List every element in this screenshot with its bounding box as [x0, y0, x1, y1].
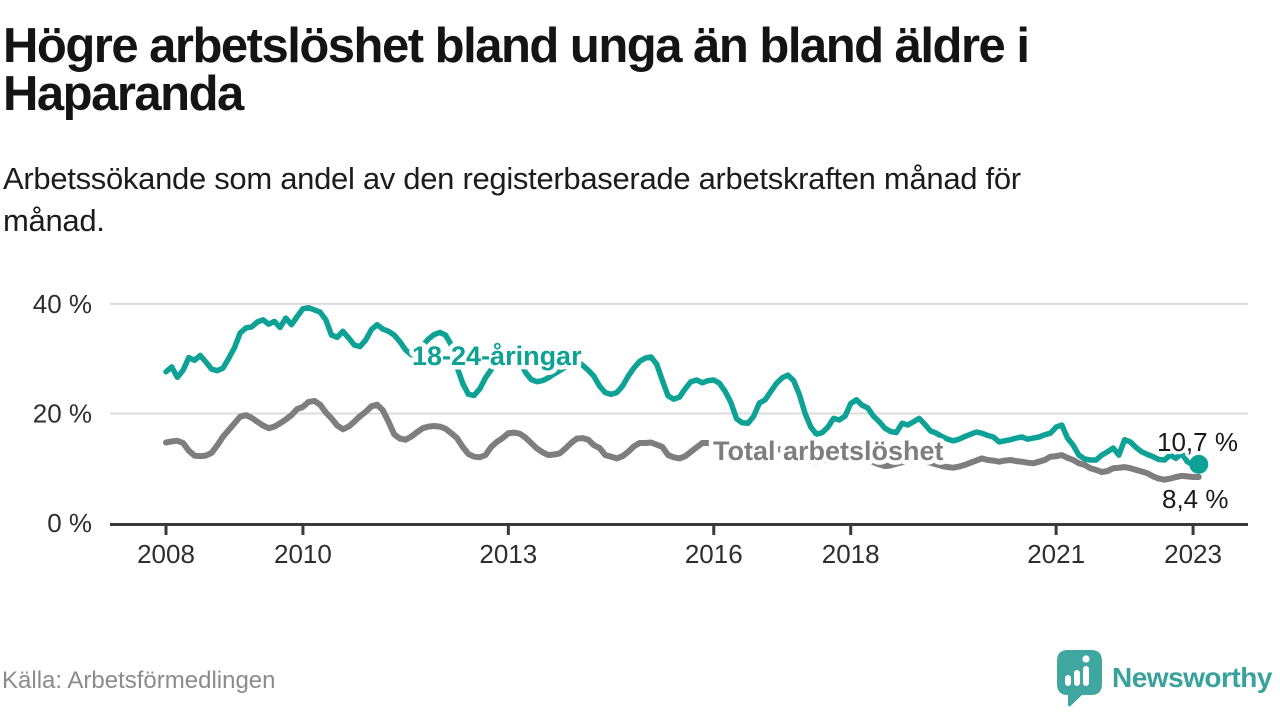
x-axis-tick-label: 2013 — [479, 539, 537, 569]
total-line — [163, 397, 1202, 483]
source-note: Källa: Arbetsförmedlingen — [2, 667, 276, 694]
subtitle-line-2: månad. — [3, 203, 105, 238]
x-axis-tick-label: 2023 — [1164, 539, 1222, 569]
newsworthy-logo-text: Newsworthy — [1112, 662, 1272, 693]
x-axis-tick-label: 2016 — [685, 539, 743, 569]
total-end-value-label: 8,4 % — [1162, 484, 1229, 514]
total-series-label: Total arbetslöshet — [713, 436, 944, 466]
page-title: Högre arbetslöshet bland unga än bland ä… — [3, 19, 1263, 121]
bar-small — [1065, 675, 1071, 686]
x-axis-tick-label: 2018 — [822, 539, 880, 569]
x-axis-tick-label: 2010 — [274, 539, 332, 569]
chart-subtitle: Arbetssökande som andel av den registerb… — [3, 158, 1263, 242]
newsworthy-logo: Newsworthy — [1056, 649, 1272, 707]
subtitle-line-1: Arbetssökande som andel av den registerb… — [3, 161, 1021, 196]
x-axis-tick-label: 2008 — [137, 539, 195, 569]
youth-end-value-label: 10,7 % — [1157, 427, 1238, 457]
y-axis-tick-label: 0 % — [47, 508, 92, 538]
newsworthy-logo-icon — [1057, 650, 1102, 707]
y-axis-tick-label: 40 % — [33, 289, 92, 319]
youth-line — [163, 304, 1202, 468]
youth-end-dot — [1189, 454, 1209, 474]
y-axis-tick-label: 20 % — [33, 398, 92, 428]
exclamation-dot — [1082, 655, 1090, 663]
bar-tall — [1083, 666, 1089, 686]
title-line-2: Haparanda — [3, 67, 244, 121]
title-line-1: Högre arbetslöshet bland unga än bland ä… — [3, 19, 1030, 73]
bar-medium — [1074, 670, 1080, 686]
x-axis-tick-label: 2021 — [1027, 539, 1085, 569]
youth-series-label: 18-24-åringar — [412, 341, 582, 371]
